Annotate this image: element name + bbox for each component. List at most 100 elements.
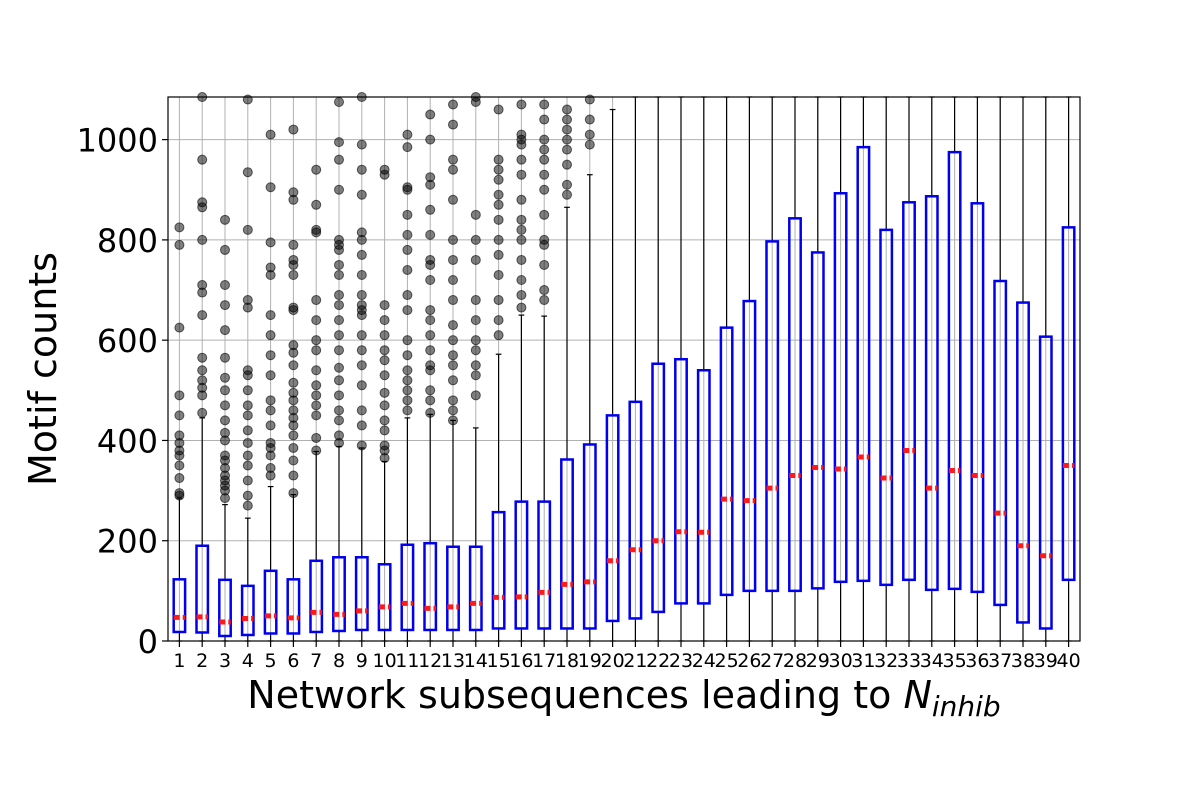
outlier-point	[334, 415, 344, 426]
outlier-point	[379, 164, 390, 175]
outlier-point	[516, 99, 527, 110]
outlier-point	[539, 169, 550, 180]
outlier-point	[493, 269, 504, 280]
outlier-point	[220, 300, 230, 311]
box	[377, 563, 392, 632]
box	[218, 578, 232, 638]
outlier-point	[493, 164, 504, 175]
outlier-point	[334, 375, 344, 386]
outlier-point	[539, 114, 550, 125]
outlier-point	[288, 470, 299, 481]
outlier-point	[174, 488, 185, 499]
outlier-point	[242, 410, 253, 421]
box	[605, 414, 620, 623]
outlier-point	[493, 234, 504, 245]
box	[537, 500, 552, 630]
outlier-point	[242, 94, 253, 105]
outlier-point	[516, 275, 527, 286]
box	[947, 150, 962, 591]
outlier-point	[425, 229, 436, 240]
outlier-point	[242, 490, 253, 501]
outlier-points	[174, 92, 595, 511]
outlier-point	[448, 194, 458, 205]
outlier-point	[470, 295, 481, 306]
x-tick-label: 11	[395, 650, 419, 672]
outlier-point	[584, 139, 595, 150]
outlier-point	[425, 360, 436, 371]
outlier-point	[516, 302, 527, 313]
outlier-point	[584, 129, 595, 140]
box	[742, 299, 757, 593]
outlier-point	[402, 129, 413, 140]
outlier-point	[470, 315, 481, 326]
outlier-point	[265, 262, 276, 273]
outlier-point	[334, 362, 344, 373]
box	[765, 240, 780, 593]
outlier-point	[197, 365, 208, 376]
outlier-point	[584, 114, 595, 125]
grid-lines	[168, 97, 1080, 642]
outlier-point	[493, 154, 504, 165]
box	[263, 569, 278, 635]
x-tick-label: 13	[441, 650, 465, 672]
y-tick-label: 400	[97, 422, 158, 460]
x-tick-label: 38	[1011, 650, 1035, 672]
outlier-point	[379, 330, 390, 341]
outlier-point	[311, 295, 322, 306]
x-tick-label: 30	[829, 650, 853, 672]
outlier-point	[402, 305, 413, 316]
outlier-point	[334, 234, 344, 245]
outlier-point	[470, 335, 481, 346]
outlier-point	[265, 310, 276, 321]
outlier-point	[288, 360, 299, 371]
outlier-point	[448, 234, 458, 245]
box	[856, 145, 871, 583]
box	[195, 544, 210, 634]
outlier-point	[379, 345, 390, 356]
outlier-point	[288, 387, 299, 398]
outlier-point	[402, 365, 413, 376]
outlier-point	[493, 249, 504, 260]
outlier-point	[448, 254, 458, 265]
outlier-point	[448, 164, 458, 175]
outlier-point	[379, 400, 390, 411]
outlier-point	[493, 199, 504, 210]
outlier-point	[197, 280, 208, 291]
outlier-point	[425, 275, 436, 286]
box	[833, 192, 848, 584]
outlier-point	[539, 295, 550, 306]
outlier-point	[562, 124, 572, 135]
outlier-point	[379, 315, 390, 326]
box	[172, 578, 187, 634]
outlier-point	[356, 300, 367, 311]
outlier-point	[493, 330, 504, 341]
outlier-point	[174, 430, 185, 441]
outlier-point	[562, 134, 572, 145]
outlier-point	[516, 224, 527, 235]
outlier-point	[288, 405, 299, 416]
outlier-point	[174, 390, 185, 401]
outlier-point	[242, 400, 253, 411]
x-tick-label: 18	[555, 650, 579, 672]
x-tick-label: 3	[219, 650, 231, 672]
box	[468, 545, 483, 632]
box	[446, 545, 460, 632]
outlier-point	[288, 455, 299, 466]
outlier-point	[448, 119, 458, 130]
x-tick-label: 34	[920, 650, 944, 672]
plot-frame	[167, 96, 1081, 642]
outlier-point	[562, 114, 572, 125]
outlier-point	[539, 234, 550, 245]
x-tick-label: 10	[373, 650, 397, 672]
outlier-point	[334, 315, 344, 326]
outlier-point	[265, 129, 276, 140]
box	[423, 541, 438, 632]
outlier-point	[356, 330, 367, 341]
box	[286, 578, 301, 635]
box	[970, 202, 985, 594]
outlier-point	[311, 390, 322, 401]
y-tick-label: 0	[138, 623, 158, 661]
box	[1061, 226, 1076, 582]
x-axis-label-math: N	[903, 673, 931, 717]
outlier-point	[311, 365, 322, 376]
